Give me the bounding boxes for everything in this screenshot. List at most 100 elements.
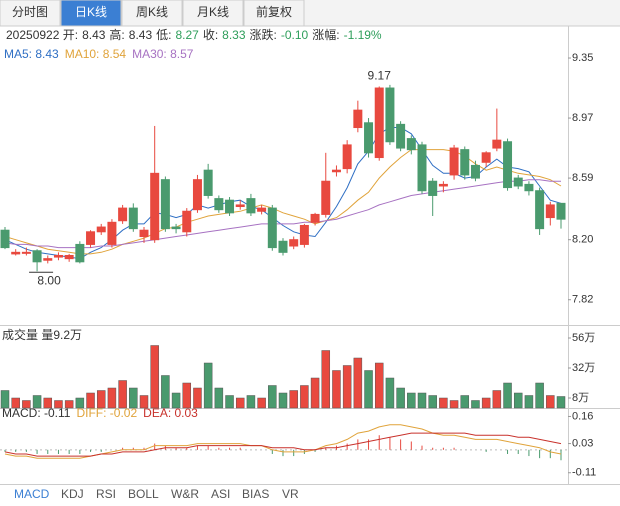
candle-body — [353, 109, 363, 129]
candle-body — [96, 226, 106, 233]
candle-body — [182, 210, 192, 233]
candle-body — [289, 239, 299, 247]
candle-body — [492, 139, 502, 149]
volume-bar — [546, 395, 555, 409]
volume-bar — [278, 392, 288, 409]
tab-label[interactable]: 月K线 — [197, 5, 229, 19]
candle-body — [203, 169, 213, 196]
volume-bar — [193, 387, 202, 409]
volume-bar — [439, 397, 448, 409]
y-tick-label: 8.59 — [572, 172, 593, 184]
volume-bar — [332, 370, 341, 409]
y-tick-label: 32万 — [572, 362, 595, 374]
indicator-tab[interactable]: BIAS — [242, 487, 269, 501]
volume-bar — [460, 395, 470, 409]
info-item: 8.43 — [82, 28, 106, 42]
candle-body — [21, 251, 31, 254]
volume-bar — [524, 395, 534, 409]
tab-label[interactable]: 日K线 — [75, 5, 107, 19]
volume-bar — [300, 385, 309, 409]
volume-bar — [54, 400, 63, 409]
candle-body — [118, 207, 128, 222]
candle-body — [385, 87, 395, 143]
macd-header-item: DEA: 0.03 — [143, 406, 198, 420]
tab-label[interactable]: 前复权 — [256, 4, 292, 19]
candle-body — [171, 226, 181, 230]
volume-bar — [449, 400, 459, 409]
info-item: 8.27 — [175, 28, 199, 42]
candle-body — [267, 207, 277, 249]
candle-body — [470, 164, 480, 179]
volume-bar — [535, 382, 544, 409]
candle-body — [257, 207, 267, 212]
indicator-tab[interactable]: MACD — [14, 487, 50, 501]
volume-bar — [471, 400, 480, 409]
candle-body — [64, 254, 74, 260]
indicator-tab[interactable]: BOLL — [128, 487, 159, 501]
ma-legend: MA5: 8.43 MA10: 8.54 MA30: 8.57 — [4, 47, 194, 61]
info-item: 收: — [203, 28, 218, 42]
low-label: 8.00 — [37, 273, 61, 287]
candle-body — [374, 87, 384, 159]
indicator-tab[interactable]: KDJ — [61, 487, 84, 501]
volume-bar — [385, 377, 395, 409]
volume-bar — [235, 397, 245, 409]
y-tick-label: 0.16 — [572, 410, 593, 422]
volume-bar — [161, 375, 170, 409]
info-item: 20250922 开: — [6, 28, 78, 42]
candle-body — [75, 243, 85, 263]
info-item: 低: — [156, 28, 171, 42]
candle-body — [43, 258, 53, 261]
legend-entry: MA5: 8.43 — [4, 47, 59, 61]
info-item: -1.19% — [344, 28, 382, 42]
tab[interactable] — [60, 0, 122, 27]
candle-body — [299, 224, 309, 245]
candle-body — [428, 180, 438, 196]
volume-bar — [310, 377, 320, 409]
candle-body — [535, 190, 545, 230]
tab[interactable] — [121, 0, 183, 27]
candle-body — [406, 138, 416, 151]
tab[interactable] — [182, 0, 244, 27]
candle-body — [278, 240, 288, 253]
candle-body — [513, 177, 523, 187]
volume-bar — [257, 397, 266, 409]
candle-body — [150, 172, 160, 241]
indicator-tab[interactable]: W&R — [171, 487, 199, 501]
candle-body — [449, 147, 459, 176]
info-item: 8.43 — [129, 28, 153, 42]
volume-bar — [171, 392, 181, 409]
volume-bar — [214, 387, 224, 409]
tab-label[interactable]: 周K线 — [136, 5, 168, 19]
high-label: 9.17 — [368, 69, 392, 83]
volume-bar — [289, 390, 298, 409]
volume-bar — [353, 357, 363, 409]
candle-body — [192, 179, 202, 211]
volume-bar — [22, 400, 31, 409]
candle-body — [160, 179, 170, 230]
tab[interactable] — [0, 0, 61, 27]
candle-body — [481, 152, 491, 163]
y-tick-label: 56万 — [572, 332, 595, 344]
volume-bar — [107, 387, 117, 409]
tab[interactable] — [243, 0, 305, 27]
candle-body — [139, 229, 149, 238]
legend-entry: MA10: 8.54 — [65, 47, 127, 61]
candle-body — [438, 183, 448, 187]
indicator-line — [4, 432, 562, 457]
tab-label[interactable]: 分时图 — [12, 5, 48, 19]
candle-body — [321, 180, 331, 215]
y-tick-label: 0.03 — [572, 437, 593, 449]
indicator-tab[interactable]: RSI — [96, 487, 116, 501]
candle-body — [524, 183, 534, 192]
indicator-tab[interactable]: VR — [282, 487, 299, 501]
candle-body — [460, 149, 470, 176]
macd-header-item: MACD: -0.11 — [2, 406, 71, 420]
candle-body — [417, 144, 427, 192]
info-item: 8.33 — [222, 28, 246, 42]
candle-body — [225, 199, 235, 214]
volume-bar — [139, 395, 149, 409]
candle-body — [364, 122, 374, 154]
indicator-tab[interactable]: ASI — [211, 487, 230, 501]
